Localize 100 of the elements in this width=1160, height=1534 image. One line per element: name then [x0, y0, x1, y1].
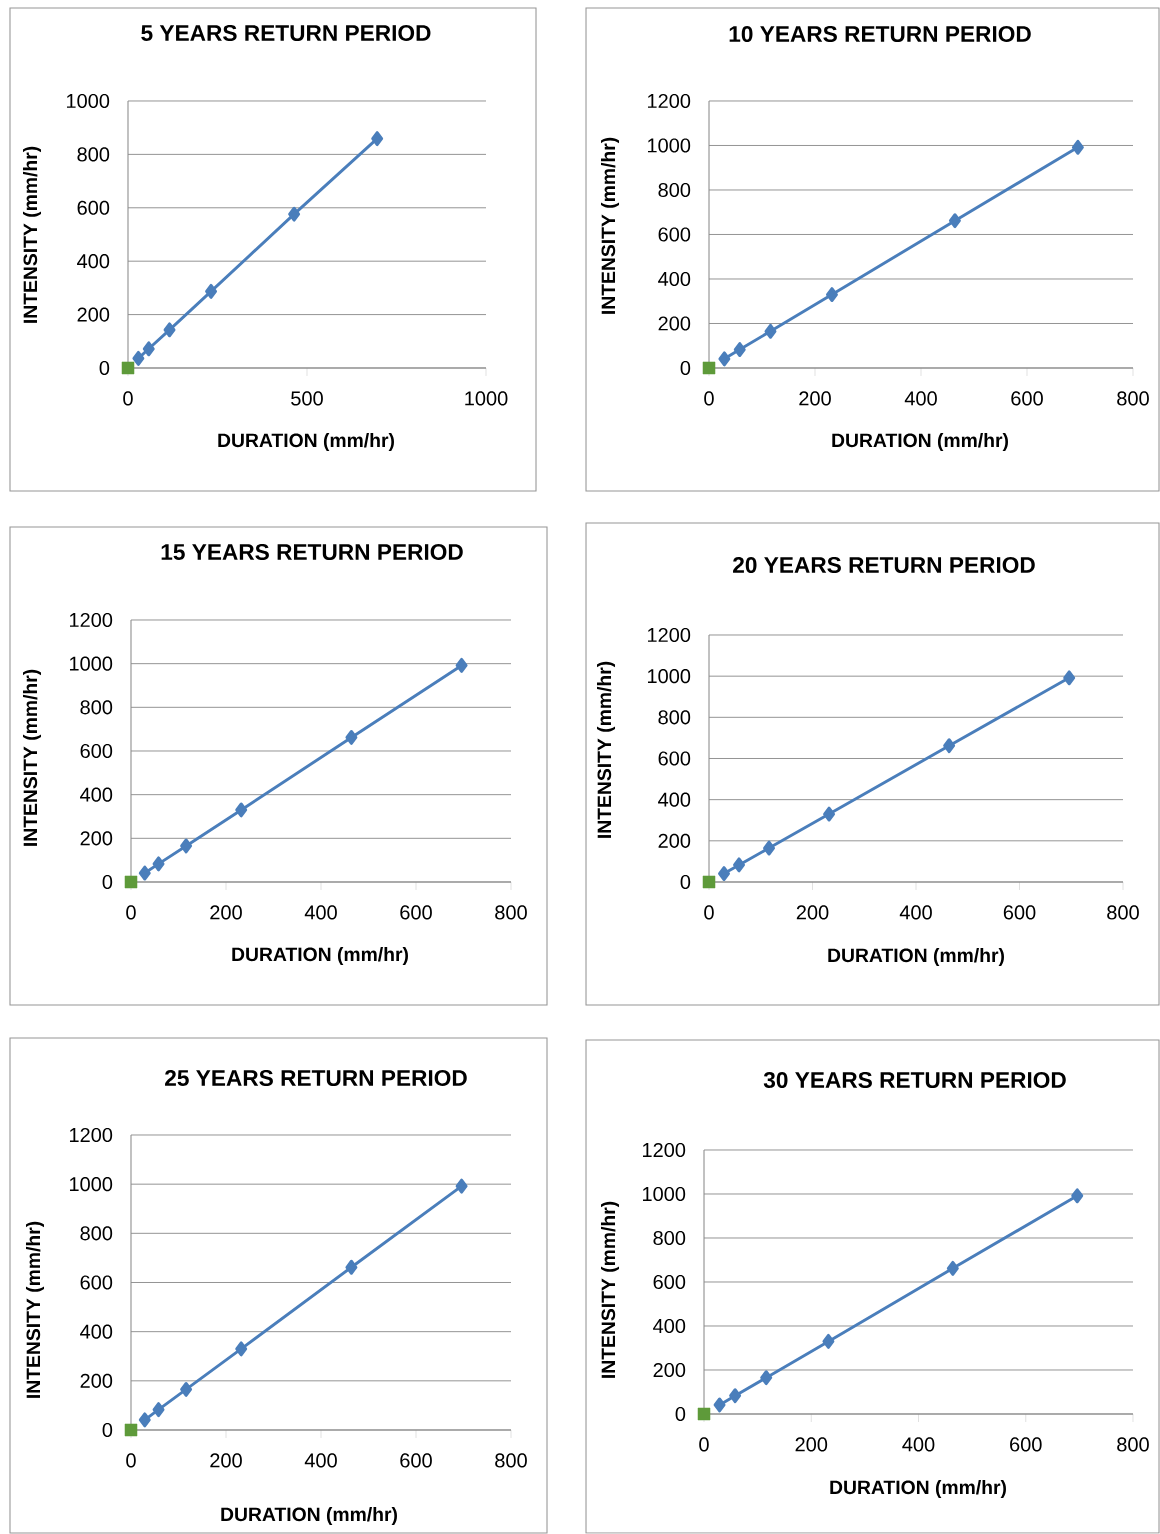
y-tick-label: 1000 — [69, 656, 113, 671]
y-tick-label: 800 — [80, 1226, 113, 1241]
y-tick-label: 800 — [658, 710, 691, 725]
point — [455, 657, 468, 673]
chart-title: 30 YEARS RETURN PERIOD — [763, 1071, 1066, 1089]
point — [1063, 670, 1076, 686]
y-tick-label: 200 — [80, 831, 113, 846]
point — [371, 131, 384, 147]
x-tick-label: 500 — [291, 391, 323, 406]
x-axis-title: DURATION (mm/hr) — [232, 946, 408, 966]
point — [152, 1402, 165, 1418]
x-tick-label: 400 — [899, 905, 932, 920]
y-tick-label: 200 — [658, 316, 691, 331]
x-axis-title: DURATION (mm/hr) — [221, 1506, 397, 1526]
y-axis-title: INTENSITY (mm/hr) — [22, 669, 42, 846]
y-tick-label: 800 — [80, 700, 113, 715]
point — [823, 806, 836, 822]
y-tick-label: 400 — [80, 787, 113, 802]
y-tick-label: 800 — [653, 1230, 686, 1246]
x-tick-label: 800 — [1107, 905, 1139, 920]
point — [948, 213, 961, 229]
chart-title: 25 YEARS RETURN PERIOD — [165, 1069, 467, 1087]
x-tick-label: 0 — [126, 905, 136, 920]
y-tick-label: 400 — [77, 254, 110, 269]
y-tick-label: 1200 — [648, 627, 691, 643]
x-tick-label: 800 — [495, 1453, 527, 1468]
y-tick-label: 1200 — [69, 1127, 113, 1143]
y-tick-label: 1200 — [643, 1142, 686, 1158]
point — [163, 322, 176, 338]
y-tick-label: 800 — [77, 147, 110, 162]
x-tick-label: 400 — [904, 391, 937, 406]
x-axis-title: DURATION (mm/hr) — [218, 432, 394, 451]
x-tick-label: 0 — [704, 905, 714, 920]
point — [729, 1388, 742, 1404]
point — [288, 206, 301, 222]
x-tick-label: 800 — [1117, 391, 1149, 406]
chart-title: 5 YEARS RETURN PERIOD — [141, 24, 431, 42]
y-tick-label: 200 — [653, 1362, 686, 1378]
point — [235, 802, 248, 818]
y-tick-label: 1000 — [648, 669, 691, 684]
point — [345, 1259, 358, 1275]
y-tick-label: 1000 — [643, 1186, 686, 1202]
y-tick-label: 600 — [80, 1275, 113, 1290]
x-tick-label: 600 — [1011, 391, 1043, 406]
point — [718, 866, 730, 882]
point — [718, 351, 731, 367]
y-axis-title: INTENSITY (mm/hr) — [22, 146, 42, 323]
point — [702, 875, 716, 889]
x-tick-label: 200 — [799, 391, 831, 406]
point — [132, 350, 145, 366]
y-axis-title: INTENSITY (mm/hr) — [601, 137, 620, 314]
y-tick-label: 1200 — [69, 612, 113, 628]
x-axis-title: DURATION (mm/hr) — [828, 947, 1004, 966]
point — [1071, 1188, 1084, 1204]
point — [142, 341, 155, 357]
point — [702, 361, 716, 375]
x-tick-label: 600 — [400, 905, 432, 920]
y-tick-label: 600 — [77, 200, 110, 215]
point — [733, 342, 746, 357]
point — [455, 1178, 468, 1194]
point — [124, 875, 138, 889]
point — [121, 361, 135, 375]
y-tick-label: 200 — [80, 1373, 113, 1388]
point — [946, 1260, 959, 1276]
x-axis-title: DURATION (mm/hr) — [830, 1479, 1006, 1499]
point — [1071, 139, 1084, 155]
y-tick-label: 800 — [658, 182, 691, 198]
point — [138, 1412, 151, 1428]
point — [138, 865, 151, 881]
y-tick-label: 600 — [658, 751, 691, 766]
point — [124, 1423, 138, 1437]
point — [713, 1397, 726, 1413]
y-tick-label: 1000 — [648, 138, 691, 153]
point — [733, 857, 745, 873]
point — [180, 1381, 193, 1397]
y-tick-label: 0 — [680, 360, 691, 376]
chart-title: 15 YEARS RETURN PERIOD — [161, 543, 463, 561]
point — [235, 1341, 248, 1357]
y-tick-label: 0 — [99, 360, 110, 376]
y-tick-label: 1000 — [69, 1177, 113, 1192]
y-tick-label: 400 — [80, 1324, 113, 1339]
x-tick-label: 600 — [400, 1453, 432, 1468]
y-tick-label: 0 — [680, 874, 691, 890]
y-tick-label: 200 — [658, 833, 691, 848]
y-tick-label: 400 — [653, 1318, 686, 1334]
x-tick-label: 600 — [1010, 1437, 1042, 1452]
y-tick-label: 200 — [77, 307, 110, 322]
point — [345, 729, 358, 745]
x-tick-label: 800 — [1117, 1437, 1149, 1452]
x-tick-label: 200 — [796, 905, 829, 920]
x-tick-label: 1000 — [465, 391, 508, 406]
y-axis-title: INTENSITY (mm/hr) — [597, 661, 616, 838]
y-tick-label: 400 — [658, 792, 691, 807]
chart-title: 20 YEARS RETURN PERIOD — [733, 556, 1035, 574]
x-tick-label: 200 — [210, 1453, 242, 1468]
y-tick-label: 600 — [80, 743, 113, 759]
x-tick-label: 0 — [123, 391, 133, 406]
x-tick-label: 400 — [304, 905, 337, 920]
x-axis-title: DURATION (mm/hr) — [832, 432, 1008, 451]
x-tick-label: 800 — [495, 905, 527, 920]
